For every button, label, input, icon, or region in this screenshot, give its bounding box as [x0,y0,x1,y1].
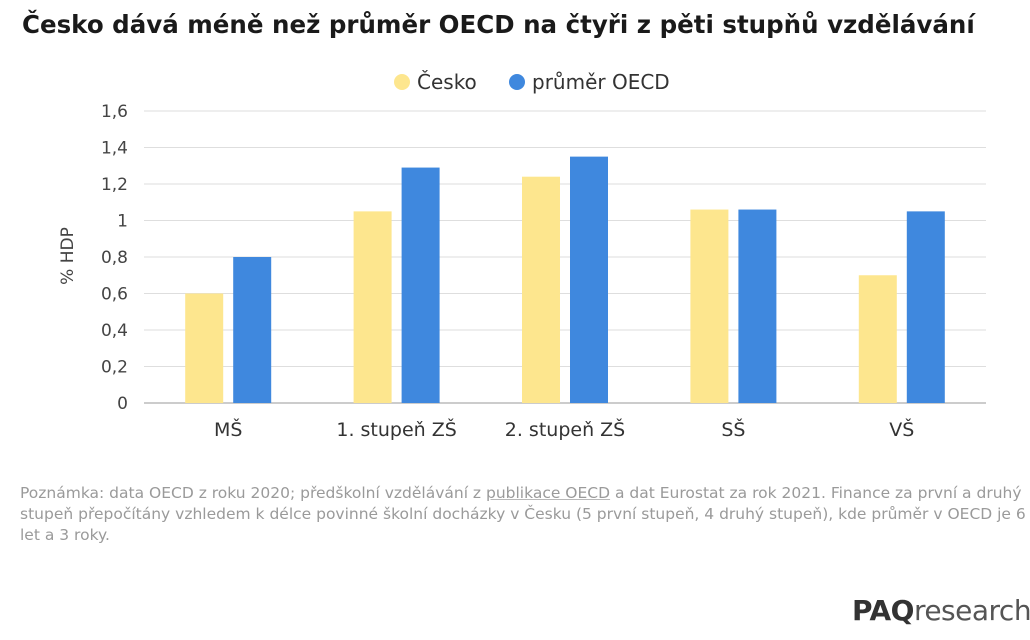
bar [353,211,392,403]
bar [858,275,897,403]
y-tick-label: 1 [117,212,128,232]
gridlines [144,110,986,404]
oecd-publication-link[interactable]: publikace OECD [486,484,611,502]
legend-swatch [509,74,525,90]
paq-research-logo: PAQresearch [852,594,1030,627]
legend-label: průměr OECD [532,70,670,94]
x-tick-label: 2. stupeň ZŠ [505,417,625,441]
footnote-text-end: a dat Eurostat za rok 2021. Finance za p… [20,484,1026,544]
bar [906,211,945,403]
y-axis-label: % HDP [58,227,78,285]
legend-label: Česko [417,70,477,94]
y-tick-label: 0,2 [101,358,128,378]
bar [233,257,272,403]
bar [570,156,608,403]
x-tick-label: VŠ [889,417,914,441]
bars [185,156,945,403]
x-tick-label: MŠ [214,417,242,441]
y-tick-label: 0,4 [101,321,128,341]
x-tick-label: SŠ [721,417,745,441]
y-axis-ticks: 0 0,2 0,4 0,6 0,8 1 1,2 1,4 1,6 [101,102,128,414]
legend: Česko průměr OECD [394,70,670,94]
bar [185,293,224,403]
y-tick-label: 1,6 [101,102,128,122]
y-tick-label: 0,6 [101,285,128,305]
x-tick-label: 1. stupeň ZŠ [336,417,456,441]
footnote: Poznámka: data OECD z roku 2020; předško… [20,483,1030,546]
bar [690,209,729,403]
bar [738,209,777,403]
legend-swatch [394,74,410,90]
logo-part-research: research [913,594,1030,627]
y-tick-label: 1,4 [101,139,128,159]
bar [401,167,440,403]
y-tick-label: 1,2 [101,175,128,195]
x-axis-ticks: MŠ 1. stupeň ZŠ 2. stupeň ZŠ SŠ VŠ [214,417,914,441]
bar [522,176,560,403]
footnote-text-start: Poznámka: data OECD z roku 2020; předško… [20,484,486,502]
chart-title: Česko dává méně než průměr OECD na čtyři… [22,10,975,39]
y-tick-label: 0 [117,394,128,414]
logo-part-paq: PAQ [852,594,914,627]
y-tick-label: 0,8 [101,248,128,268]
bar-chart: Česko průměr OECD 0 0,2 0,4 0,6 0,8 1 1,2 1,4 1,6… [58,70,986,441]
